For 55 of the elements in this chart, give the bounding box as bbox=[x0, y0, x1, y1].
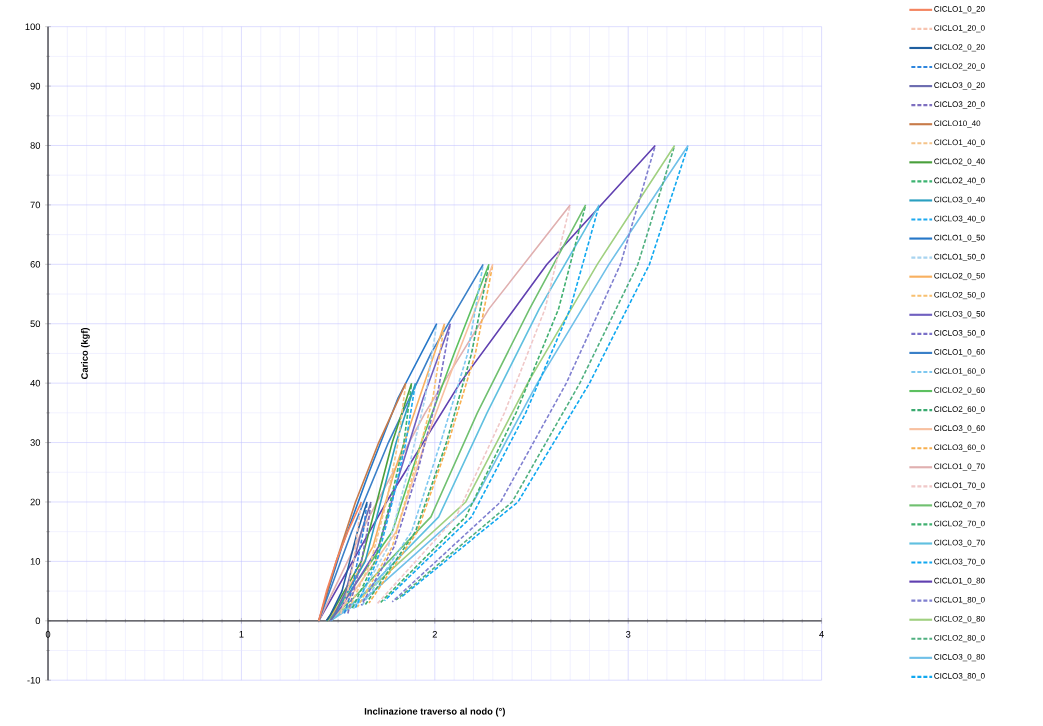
legend-label: CICLO2_40_0 bbox=[934, 177, 985, 185]
legend-label: CICLO3_60_0 bbox=[934, 444, 985, 452]
legend-label: CICLO3_40_0 bbox=[934, 215, 985, 224]
legend-label: CICLO2_0_40 bbox=[934, 158, 985, 166]
legend-label: CICLO1_0_60 bbox=[934, 349, 985, 357]
legend-label: CICLO3_0_40 bbox=[934, 196, 985, 205]
legend-label: CICLO3_50_0 bbox=[934, 330, 985, 338]
y-tick-label: 0 bbox=[35, 617, 41, 625]
legend-label: CICLO3_70_0 bbox=[934, 558, 985, 567]
y-tick-label: 100 bbox=[25, 23, 41, 31]
y-tick-label: 80 bbox=[30, 142, 41, 150]
x-tick-label: 4 bbox=[819, 631, 824, 638]
legend-label: CICLO2_0_80 bbox=[934, 616, 985, 624]
x-tick-label: 1 bbox=[239, 631, 244, 638]
legend-label: CICLO1_70_0 bbox=[934, 482, 985, 490]
x-tick-label: 2 bbox=[432, 631, 437, 638]
y-tick-label: 50 bbox=[30, 320, 41, 328]
legend-label: CICLO3_80_0 bbox=[934, 673, 985, 681]
legend-label: CICLO2_20_0 bbox=[934, 63, 985, 71]
y-tick-label: 70 bbox=[30, 201, 41, 209]
y-tick-label: 90 bbox=[30, 83, 41, 90]
legend-label: CICLO10_40 bbox=[934, 120, 981, 128]
y-tick-label: 60 bbox=[30, 261, 41, 268]
legend-label: CICLO2_70_0 bbox=[934, 520, 985, 529]
legend-label: CICLO1_0_50 bbox=[934, 234, 985, 243]
legend-label: CICLO3_0_60 bbox=[934, 425, 985, 433]
legend-label: CICLO1_40_0 bbox=[934, 139, 985, 147]
legend-label: CICLO2_60_0 bbox=[934, 406, 985, 414]
legend-label: CICLO1_50_0 bbox=[934, 254, 985, 262]
legend-label: CICLO1_0_80 bbox=[934, 578, 985, 586]
legend-label: CICLO3_20_0 bbox=[934, 101, 985, 109]
legend-label: CICLO2_50_0 bbox=[934, 292, 985, 300]
y-tick-label: 10 bbox=[30, 558, 41, 565]
legend-label: CICLO1_80_0 bbox=[934, 597, 985, 605]
y-tick-label: -10 bbox=[27, 677, 41, 684]
legend-label: CICLO2_0_60 bbox=[934, 387, 985, 395]
legend-label: CICLO3_0_50 bbox=[934, 311, 985, 319]
y-tick-label: 30 bbox=[30, 439, 41, 447]
y-tick-label: 40 bbox=[30, 380, 41, 387]
legend-label: CICLO2_0_20 bbox=[934, 44, 985, 52]
legend-label: CICLO2_80_0 bbox=[934, 635, 985, 643]
x-axis-title: Inclinazione traverso al nodo (°) bbox=[364, 708, 505, 717]
legend-label: CICLO2_0_70 bbox=[934, 501, 985, 509]
legend-label: CICLO3_0_70 bbox=[934, 539, 985, 548]
y-axis-title: Carico (kgf) bbox=[80, 328, 90, 380]
legend-label: CICLO1_0_70 bbox=[934, 463, 985, 471]
x-tick-label: 3 bbox=[625, 631, 631, 638]
x-tick-label: 0 bbox=[45, 631, 51, 638]
legend-label: CICLO1_60_0 bbox=[934, 368, 985, 376]
legend-label: CICLO2_0_50 bbox=[934, 273, 985, 281]
legend-label: CICLO1_0_20 bbox=[934, 6, 985, 14]
legend-label: CICLO3_0_20 bbox=[934, 82, 985, 90]
y-tick-label: 20 bbox=[30, 498, 41, 506]
legend-label: CICLO1_20_0 bbox=[934, 25, 985, 33]
legend-label: CICLO3_0_80 bbox=[934, 654, 985, 662]
